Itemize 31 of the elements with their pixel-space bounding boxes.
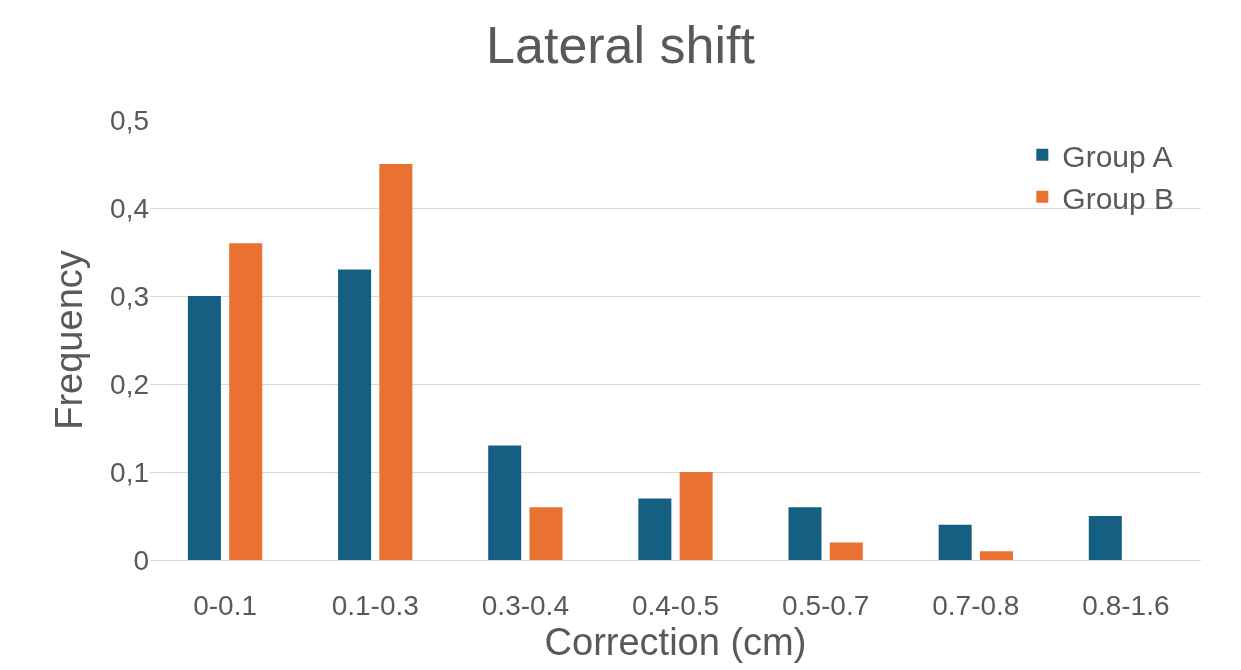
chart-title: Lateral shift [486, 16, 756, 75]
x-tick-label: 0.3-0.4 [481, 589, 569, 621]
bar [979, 551, 1013, 560]
bar [638, 498, 672, 560]
bar [788, 507, 822, 560]
y-tick-label: 0,4 [110, 192, 149, 224]
x-tick-label: 0.7-0.8 [932, 589, 1020, 621]
bar [1088, 516, 1122, 560]
legend-label: Group A [1062, 139, 1173, 173]
x-tick-label: 0.5-0.7 [782, 589, 870, 621]
bar [379, 164, 413, 560]
x-tick-label: 0.1-0.3 [331, 589, 419, 621]
y-tick-label: 0,3 [110, 280, 149, 312]
x-tick-label: 0.8-1.6 [1082, 589, 1170, 621]
y-tick-label: 0 [133, 544, 149, 576]
bar [938, 524, 972, 560]
y-tick-label: 0,2 [110, 368, 149, 400]
bar [679, 472, 713, 560]
bar [829, 542, 863, 560]
bar [187, 296, 221, 560]
bar [488, 445, 522, 560]
y-tick-label: 0,5 [110, 104, 149, 136]
bar [529, 507, 563, 560]
y-axis-title: Frequency [48, 250, 91, 430]
bar [338, 269, 372, 560]
x-tick-label: 0.4-0.5 [631, 589, 720, 621]
legend-label: Group B [1062, 181, 1175, 215]
x-axis-title: Correction (cm) [544, 620, 807, 663]
y-tick-label: 0,1 [110, 456, 149, 488]
x-tick-label: 0-0.1 [193, 589, 257, 621]
bar [229, 243, 263, 560]
